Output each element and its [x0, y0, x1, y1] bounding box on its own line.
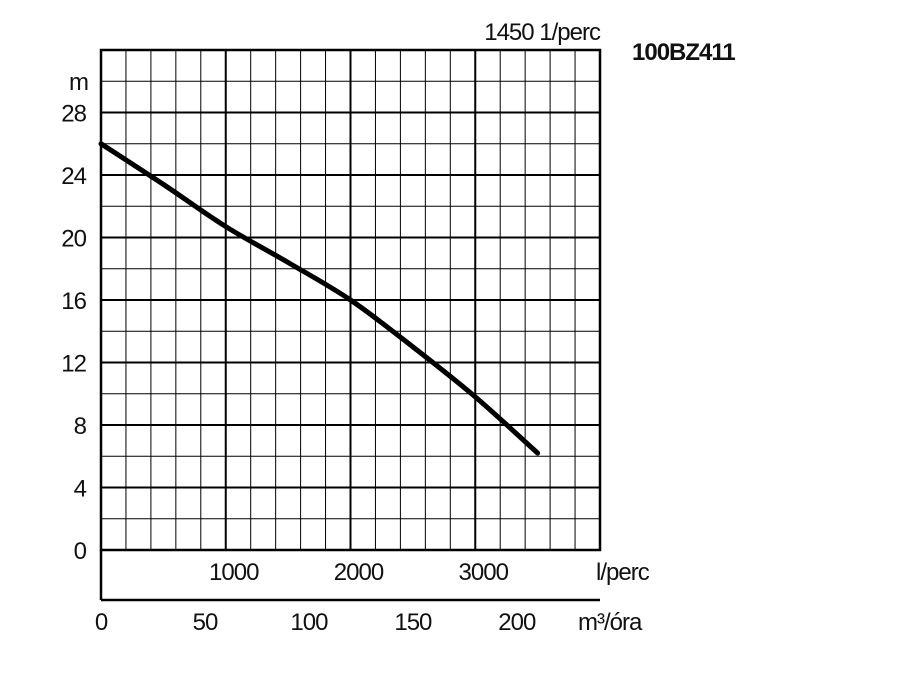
y-tick-label: 4 — [74, 476, 87, 503]
x2-tick-label: 200 — [498, 609, 536, 636]
y-tick-label: 0 — [74, 538, 87, 565]
y-tick-label: 28 — [61, 101, 86, 128]
speed-label: 1450 1/perc — [484, 19, 601, 46]
y-tick-label: 8 — [74, 413, 87, 440]
grid — [101, 50, 600, 550]
x-tick-label: 3000 — [459, 559, 509, 586]
chart-title: 100BZ411 — [632, 39, 735, 66]
x-tick-label: 2000 — [334, 559, 384, 586]
series-line — [98, 141, 541, 456]
x2-tick-label: 100 — [290, 609, 328, 636]
y-axis-label: m — [69, 69, 88, 96]
x2-tick-label: 0 — [95, 609, 108, 636]
x2-tick-label: 50 — [193, 609, 218, 636]
y-tick-label: 20 — [61, 226, 86, 253]
x2-tick-label: 150 — [394, 609, 432, 636]
axes — [99, 48, 602, 602]
labels: 0 4 8 12 16 20 24 28 1000 2000 3000 0 50 100 150 200 — [61, 101, 537, 637]
y-tick-label: 12 — [61, 351, 86, 378]
x-axis-label-secondary: m³/óra — [578, 609, 643, 636]
x-axis-label-primary: l/perc — [596, 559, 650, 586]
plot-frame — [99, 48, 602, 552]
x-tick-label: 1000 — [209, 559, 259, 586]
y-tick-label: 16 — [61, 288, 86, 315]
y-tick-label: 24 — [61, 163, 86, 190]
